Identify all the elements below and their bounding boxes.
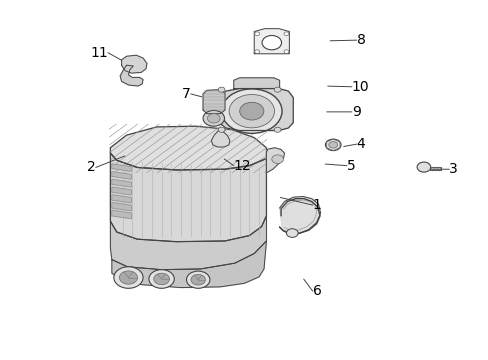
Polygon shape bbox=[122, 55, 147, 73]
Circle shape bbox=[203, 111, 224, 126]
Circle shape bbox=[119, 271, 137, 284]
Text: 1: 1 bbox=[312, 198, 321, 212]
Text: 7: 7 bbox=[182, 87, 190, 101]
Circle shape bbox=[229, 94, 274, 128]
Polygon shape bbox=[112, 172, 131, 179]
Text: 5: 5 bbox=[346, 159, 355, 173]
Polygon shape bbox=[211, 130, 229, 147]
Circle shape bbox=[218, 127, 224, 132]
Circle shape bbox=[207, 114, 220, 123]
Polygon shape bbox=[203, 90, 224, 114]
Circle shape bbox=[153, 273, 169, 285]
Circle shape bbox=[325, 139, 340, 150]
Polygon shape bbox=[112, 187, 131, 195]
Circle shape bbox=[416, 162, 430, 172]
Circle shape bbox=[286, 229, 298, 237]
Polygon shape bbox=[110, 216, 266, 270]
Polygon shape bbox=[120, 65, 143, 86]
Text: 2: 2 bbox=[87, 161, 96, 175]
Circle shape bbox=[149, 270, 174, 288]
Circle shape bbox=[190, 274, 205, 285]
Circle shape bbox=[262, 36, 281, 50]
Circle shape bbox=[284, 50, 288, 53]
Text: 6: 6 bbox=[312, 284, 321, 298]
Polygon shape bbox=[112, 241, 266, 288]
Circle shape bbox=[284, 32, 288, 36]
Circle shape bbox=[239, 102, 264, 120]
Circle shape bbox=[274, 87, 281, 92]
Polygon shape bbox=[112, 210, 131, 219]
Polygon shape bbox=[112, 179, 131, 187]
Circle shape bbox=[271, 155, 283, 163]
Polygon shape bbox=[112, 202, 131, 211]
Polygon shape bbox=[110, 126, 266, 170]
Text: 4: 4 bbox=[356, 137, 365, 151]
Polygon shape bbox=[254, 29, 289, 54]
Text: 10: 10 bbox=[351, 80, 368, 94]
Text: 9: 9 bbox=[351, 105, 360, 119]
Polygon shape bbox=[266, 148, 284, 173]
Polygon shape bbox=[219, 89, 293, 131]
Circle shape bbox=[218, 87, 224, 92]
Polygon shape bbox=[233, 78, 279, 89]
Circle shape bbox=[186, 271, 209, 288]
Circle shape bbox=[274, 127, 281, 132]
Polygon shape bbox=[112, 164, 131, 171]
Circle shape bbox=[114, 267, 143, 288]
Text: 11: 11 bbox=[90, 46, 108, 60]
Text: 8: 8 bbox=[356, 33, 365, 47]
Circle shape bbox=[254, 32, 259, 36]
Text: 12: 12 bbox=[233, 159, 251, 173]
Circle shape bbox=[328, 141, 337, 148]
Circle shape bbox=[221, 89, 282, 134]
Circle shape bbox=[254, 50, 259, 53]
Text: 3: 3 bbox=[448, 162, 457, 176]
Polygon shape bbox=[429, 167, 440, 170]
Polygon shape bbox=[112, 195, 131, 203]
Polygon shape bbox=[110, 153, 266, 242]
Polygon shape bbox=[279, 197, 320, 234]
